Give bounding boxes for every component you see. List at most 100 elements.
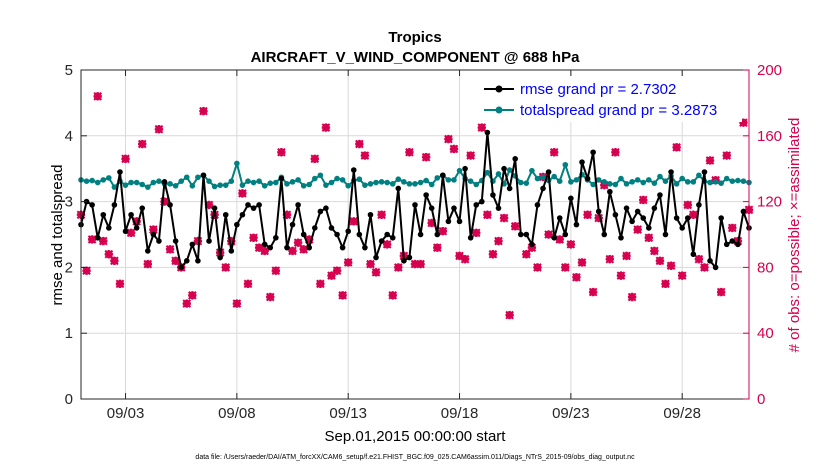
rmse-point [618, 234, 624, 241]
obs-count-marker [93, 92, 103, 101]
rmse-point [389, 234, 396, 241]
obs-count-marker [366, 259, 375, 269]
obs-count-marker [288, 246, 297, 256]
obs-assimilated-cross [572, 272, 581, 282]
rmse-point [696, 202, 702, 208]
rmse-point [172, 238, 179, 244]
y-axis-label-left: rmse and totalspread [49, 165, 66, 306]
rmse-point [595, 208, 602, 215]
obs-count-marker [260, 246, 270, 256]
obs-assimilated-cross [432, 243, 442, 252]
obs-count-marker [360, 151, 370, 160]
totalspread-point [178, 178, 184, 185]
rmse-point [234, 221, 240, 228]
totalspread-point [590, 181, 596, 188]
rmse-point [640, 215, 647, 221]
obs-count-marker [622, 251, 631, 261]
obs-count-marker [377, 210, 386, 220]
obs-count-marker [338, 291, 347, 300]
totalspread-point [156, 178, 162, 185]
obs-count-marker [121, 154, 130, 164]
rmse-point [406, 254, 413, 261]
totalspread-point [217, 182, 223, 188]
rmse-point [668, 169, 674, 175]
rmse-point [623, 205, 630, 211]
x-tick-label: 09/18 [441, 405, 479, 422]
obs-assimilated-cross [149, 225, 158, 234]
obs-assimilated-cross [416, 259, 425, 269]
rmse-point [195, 258, 201, 264]
obs-assimilated-cross [226, 236, 236, 246]
totalspread-point [245, 178, 251, 185]
rmse-point [228, 248, 235, 254]
totalspread-point [172, 183, 179, 189]
obs-count-marker [722, 151, 732, 160]
rmse-point [206, 238, 212, 244]
obs-count-marker [393, 263, 403, 272]
rmse-point [273, 234, 279, 241]
obs-count-marker [405, 147, 414, 157]
totalspread-point [445, 177, 452, 183]
obs-count-marker [416, 259, 425, 269]
obs-assimilated-cross [427, 218, 437, 228]
totalspread-point [729, 178, 736, 185]
obs-assimilated-cross [638, 195, 648, 205]
obs-assimilated-cross [182, 299, 192, 308]
rmse-point [579, 159, 585, 165]
obs-count-marker [700, 263, 709, 272]
obs-assimilated-cross [633, 225, 642, 234]
obs-assimilated-cross [243, 279, 253, 289]
legend-marker-totalspread [495, 106, 503, 114]
totalspread-point [267, 180, 274, 186]
totalspread-point [562, 161, 569, 168]
obs-count-marker [265, 292, 275, 302]
y-tick-label-right: 40 [757, 325, 774, 342]
totalspread-point [434, 175, 441, 181]
x-tick-label: 09/28 [663, 405, 701, 422]
obs-count-marker [199, 106, 208, 116]
totalspread-point [623, 181, 630, 187]
obs-count-marker [460, 254, 470, 264]
totalspread-point [696, 172, 702, 179]
obs-count-marker [249, 233, 258, 243]
totalspread-point [467, 178, 474, 185]
rmse-point [479, 198, 485, 205]
rmse-point [467, 234, 474, 241]
obs-assimilated-cross [555, 235, 565, 244]
y-tick-label-right: 0 [757, 391, 765, 408]
totalspread-point [306, 181, 313, 188]
totalspread-point [284, 181, 290, 187]
obs-count-marker [160, 197, 169, 206]
obs-count-marker [616, 271, 626, 280]
totalspread-point [534, 175, 541, 182]
totalspread-point [228, 178, 235, 185]
obs-count-marker [544, 230, 553, 239]
obs-assimilated-cross [377, 210, 386, 220]
obs-assimilated-cross [165, 244, 175, 254]
obs-assimilated-cross [494, 236, 503, 246]
rmse-point [295, 202, 301, 208]
rmse-point [328, 225, 335, 231]
rmse-point [139, 205, 146, 211]
totalspread-point [523, 180, 530, 186]
rmse-point [679, 225, 685, 231]
obs-count-marker [243, 279, 253, 289]
y-tick-label-left: 0 [65, 391, 73, 408]
obs-assimilated-cross [199, 106, 208, 116]
totalspread-point [529, 167, 535, 174]
obs-assimilated-cross [421, 152, 431, 162]
obs-assimilated-cross [321, 123, 331, 132]
rmse-point [334, 231, 340, 238]
rmse-point [512, 156, 518, 162]
rmse-point [462, 165, 468, 172]
obs-assimilated-cross [171, 256, 180, 266]
rmse-point [256, 202, 262, 208]
obs-count-marker [683, 200, 693, 210]
rmse-point [712, 264, 719, 271]
obs-count-marker [221, 263, 231, 272]
obs-assimilated-cross [360, 151, 370, 160]
rmse-point [312, 225, 318, 231]
obs-count-marker [115, 279, 125, 289]
obs-count-marker [727, 223, 737, 233]
obs-assimilated-cross [588, 287, 598, 297]
